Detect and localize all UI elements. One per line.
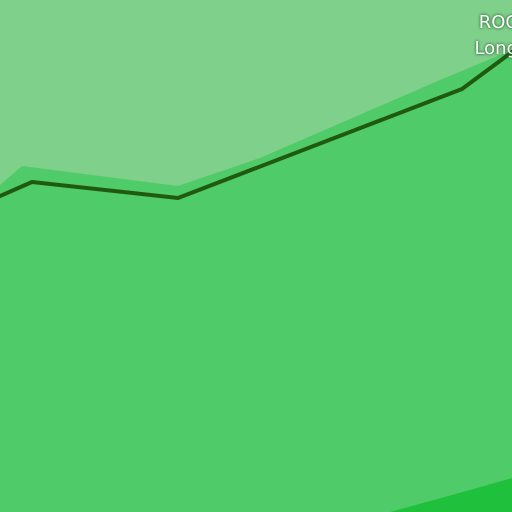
place-label-line-2: Long — [474, 38, 512, 59]
boundary-line — [0, 50, 512, 200]
dark-park-area — [390, 478, 512, 512]
park-area — [0, 50, 512, 512]
place-label[interactable]: ROC Long — [474, 10, 512, 62]
place-label-line-1: ROC — [478, 12, 512, 33]
